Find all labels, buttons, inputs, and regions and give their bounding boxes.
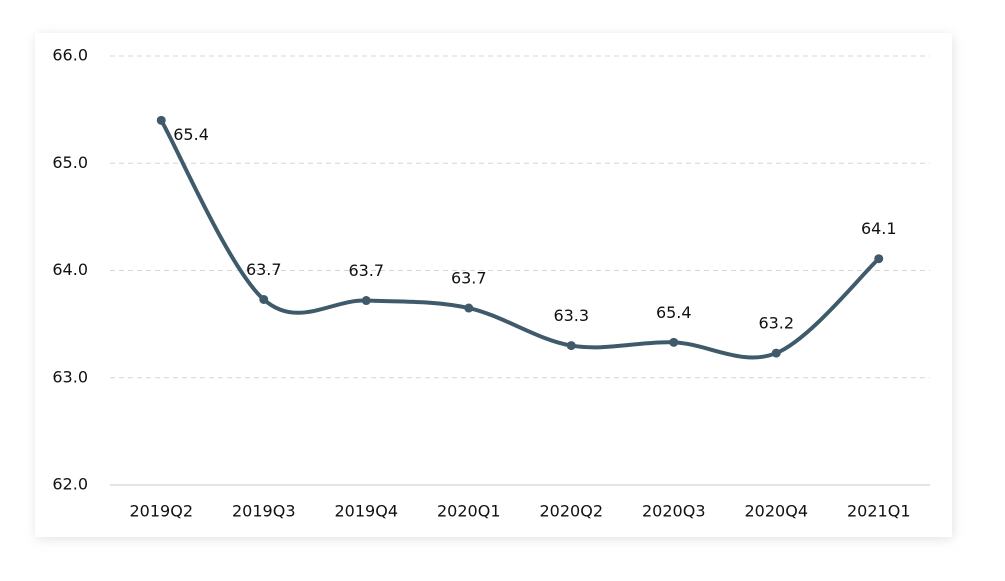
data-point: [669, 337, 679, 347]
y-tick-label: 64.0: [52, 260, 88, 279]
data-label: 65.4: [173, 125, 209, 144]
x-tick-label: 2019Q2: [130, 502, 194, 521]
data-label: 63.3: [553, 306, 589, 325]
x-tick-label: 2021Q1: [847, 502, 911, 521]
data-label: 63.2: [758, 314, 794, 333]
x-tick-label: 2020Q1: [437, 502, 501, 521]
x-tick-label: 2020Q4: [745, 502, 809, 521]
data-label: 63.7: [348, 261, 384, 280]
y-tick-label: 66.0: [52, 46, 88, 65]
data-point: [771, 348, 781, 358]
card: [35, 33, 952, 537]
x-tick-label: 2019Q4: [335, 502, 399, 521]
y-tick-label: 63.0: [52, 367, 88, 386]
x-tick-label: 2019Q3: [232, 502, 296, 521]
data-point: [464, 303, 474, 313]
data-point: [156, 115, 166, 125]
x-tick-label: 2020Q3: [642, 502, 706, 521]
data-label: 64.1: [861, 219, 897, 238]
data-label: 65.4: [656, 303, 692, 322]
y-tick-label: 65.0: [52, 153, 88, 172]
data-point: [874, 254, 884, 264]
data-label: 63.7: [246, 260, 282, 279]
y-tick-label: 62.0: [52, 475, 88, 494]
data-point: [361, 296, 371, 306]
data-point: [566, 341, 576, 351]
data-label: 63.7: [451, 269, 487, 288]
x-tick-label: 2020Q2: [540, 502, 604, 521]
data-point: [259, 294, 269, 304]
